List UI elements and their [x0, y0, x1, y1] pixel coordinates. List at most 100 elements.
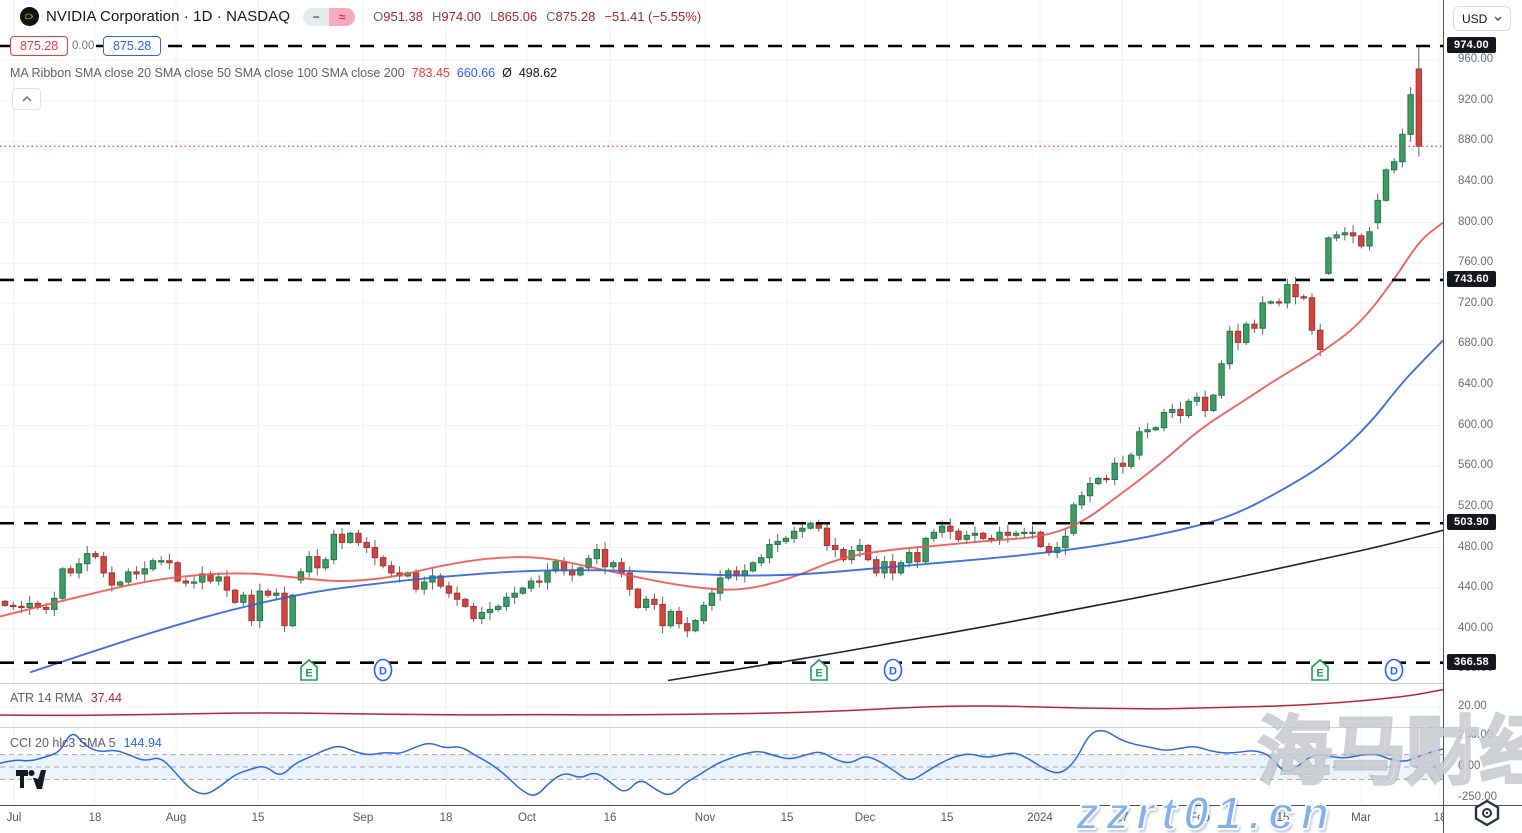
candle[interactable]: [149, 560, 157, 570]
candle[interactable]: [67, 568, 74, 574]
candle[interactable]: [1325, 237, 1332, 274]
candle[interactable]: [1086, 483, 1094, 497]
candle[interactable]: [1062, 535, 1069, 549]
candle[interactable]: [749, 562, 757, 572]
candle[interactable]: [511, 592, 518, 598]
candle[interactable]: [240, 594, 247, 603]
tradingview-logo[interactable]: [16, 770, 46, 794]
earnings-marker[interactable]: E: [300, 658, 318, 681]
candle[interactable]: [1029, 531, 1036, 534]
candle[interactable]: [1251, 323, 1258, 329]
candle[interactable]: [75, 563, 83, 574]
candle[interactable]: [1399, 133, 1406, 163]
candle[interactable]: [1004, 531, 1012, 536]
candle[interactable]: [421, 581, 428, 590]
candle[interactable]: [634, 588, 642, 608]
candle[interactable]: [651, 598, 658, 605]
candle[interactable]: [1136, 431, 1143, 456]
candle[interactable]: [1292, 284, 1299, 298]
ma-ribbon-legend[interactable]: MA Ribbon SMA close 20 SMA close 50 SMA …: [10, 66, 557, 80]
candle[interactable]: [938, 525, 946, 533]
candle[interactable]: [782, 537, 790, 542]
candle[interactable]: [585, 558, 592, 569]
atr-legend[interactable]: ATR 14 RMA 37.44: [10, 691, 122, 705]
time-axis[interactable]: Jul 18 Aug 15 Sep 18 Oct 16 Nov 15 Dec 15 2024 17 Feb 1…: [0, 806, 1446, 833]
candle[interactable]: [42, 606, 50, 610]
candle[interactable]: [544, 570, 551, 583]
candle[interactable]: [1390, 161, 1398, 171]
candle[interactable]: [799, 527, 806, 532]
candle[interactable]: [1037, 531, 1044, 547]
candle[interactable]: [659, 603, 666, 627]
candle[interactable]: [1201, 396, 1209, 411]
candle[interactable]: [59, 568, 66, 599]
candle[interactable]: [1160, 411, 1168, 429]
candle[interactable]: [182, 580, 190, 584]
candle[interactable]: [231, 589, 239, 603]
candle[interactable]: [503, 596, 510, 607]
candle[interactable]: [223, 576, 231, 591]
candle[interactable]: [174, 562, 181, 582]
price-chart-canvas[interactable]: E E ED D D: [0, 0, 1443, 805]
candle[interactable]: [462, 598, 469, 607]
candle[interactable]: [412, 572, 420, 590]
candle[interactable]: [1152, 427, 1159, 431]
candle[interactable]: [1358, 235, 1365, 247]
candle[interactable]: [363, 541, 370, 549]
candle[interactable]: [116, 581, 124, 586]
price-label-blue[interactable]: 875.28: [103, 36, 162, 56]
candle[interactable]: [18, 605, 25, 609]
dividend-marker[interactable]: D: [373, 658, 393, 682]
candle[interactable]: [840, 549, 847, 561]
candle[interactable]: [1111, 462, 1118, 480]
candle[interactable]: [906, 552, 913, 564]
candlestick-series[interactable]: [1, 46, 1423, 638]
candle[interactable]: [1267, 301, 1275, 304]
candle[interactable]: [1021, 531, 1028, 534]
candle[interactable]: [437, 575, 444, 587]
candle[interactable]: [536, 580, 543, 583]
candle[interactable]: [1185, 400, 1192, 417]
candle[interactable]: [1095, 477, 1102, 485]
price-label-red[interactable]: 875.28: [10, 36, 69, 56]
candle[interactable]: [568, 570, 576, 576]
candle[interactable]: [1078, 495, 1086, 506]
candle[interactable]: [1243, 323, 1250, 343]
candle[interactable]: [601, 549, 609, 568]
candle[interactable]: [1300, 296, 1307, 299]
candle[interactable]: [470, 605, 477, 620]
candle[interactable]: [264, 590, 272, 596]
earnings-marker[interactable]: E: [810, 658, 828, 681]
candle[interactable]: [125, 571, 132, 583]
candle[interactable]: [453, 592, 461, 600]
candle[interactable]: [1333, 234, 1340, 239]
candle[interactable]: [593, 549, 601, 560]
candle[interactable]: [478, 611, 485, 620]
candle[interactable]: [610, 562, 617, 568]
candle[interactable]: [10, 604, 17, 608]
candle[interactable]: [684, 623, 691, 632]
candle[interactable]: [1, 600, 9, 606]
candle[interactable]: [297, 571, 305, 581]
candle[interactable]: [371, 547, 379, 559]
candle[interactable]: [141, 568, 148, 575]
candle[interactable]: [955, 530, 962, 540]
candle[interactable]: [1382, 169, 1390, 201]
candle[interactable]: [322, 559, 329, 569]
currency-dropdown[interactable]: USD: [1453, 6, 1511, 31]
candle[interactable]: [248, 594, 255, 622]
candle[interactable]: [256, 590, 264, 622]
minus-pill-icon[interactable]: −: [303, 7, 330, 26]
candle[interactable]: [897, 562, 905, 574]
candle[interactable]: [1349, 232, 1357, 237]
sma20-line[interactable]: [0, 221, 1443, 618]
cci-line[interactable]: [0, 730, 1443, 796]
dividend-marker[interactable]: D: [1384, 658, 1404, 682]
atr-line[interactable]: [0, 688, 1443, 717]
candle[interactable]: [1284, 284, 1291, 304]
candle[interactable]: [930, 531, 938, 539]
candle[interactable]: [1177, 408, 1184, 417]
candle[interactable]: [873, 559, 880, 574]
candle[interactable]: [26, 602, 33, 608]
candle[interactable]: [823, 527, 831, 546]
